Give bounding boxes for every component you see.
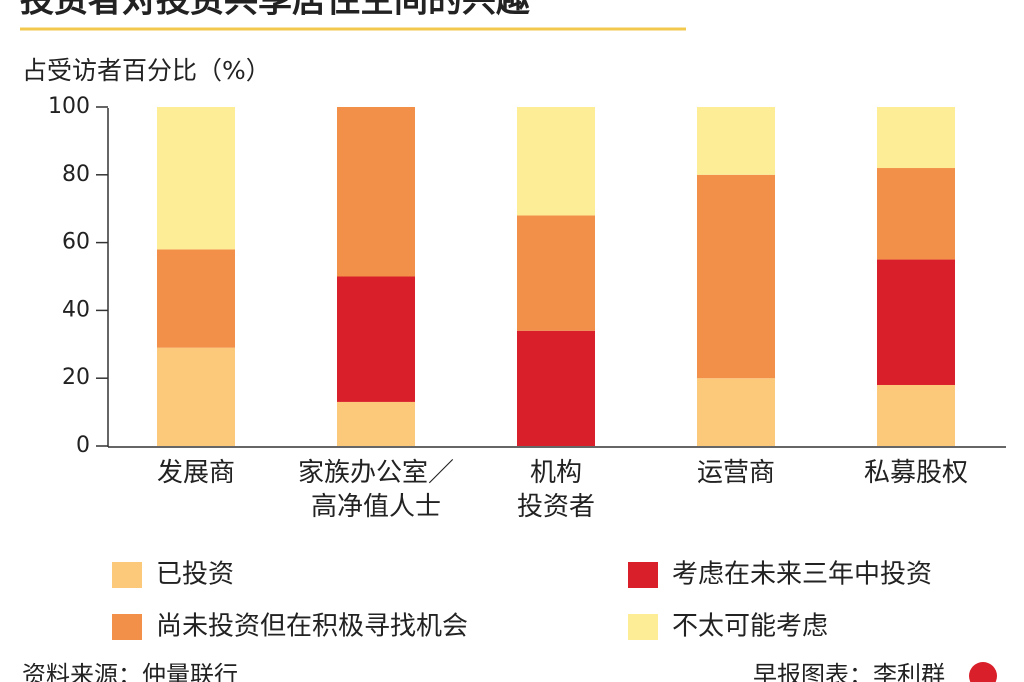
x-tick-label: 家族办公室／ 高净值人士	[297, 458, 454, 522]
legend-swatch	[628, 562, 658, 588]
bar-segment	[337, 276, 415, 402]
y-tick-label: 40	[62, 297, 90, 322]
logo	[969, 662, 997, 682]
y-tick-label: 0	[76, 433, 90, 458]
legend-label: 不太可能考虑	[672, 612, 828, 642]
y-axis-label: 占受访者百分比（%）	[22, 56, 271, 85]
bar-segment	[877, 107, 955, 169]
bar-segment	[517, 330, 595, 446]
legend-label: 已投资	[156, 560, 234, 590]
bar-segment	[877, 168, 955, 260]
chart-title: 投资者对投资共享居住空间的兴趣	[20, 0, 530, 21]
legend-swatch	[112, 562, 142, 588]
bar-segment	[877, 384, 955, 446]
y-tick-label: 100	[48, 94, 90, 119]
bar-segment	[697, 174, 775, 379]
bar-segment	[877, 259, 955, 385]
bar-segment	[697, 107, 775, 175]
legend-label: 尚未投资但在积极寻找机会	[156, 612, 468, 642]
bar-segment	[157, 107, 235, 250]
bar-segment	[157, 347, 235, 446]
bar-segment	[337, 107, 415, 277]
x-tick-label: 私募股权	[863, 458, 968, 488]
source: 资料来源：仲量联行	[22, 661, 238, 682]
bar-segment	[337, 401, 415, 446]
y-tick-label: 60	[62, 230, 90, 255]
y-tick-label: 80	[62, 162, 90, 187]
legend-swatch	[628, 614, 658, 640]
x-tick-label: 发展商	[156, 458, 235, 488]
credit: 早报图表：李利群	[753, 661, 945, 682]
x-tick-label: 机构 投资者	[516, 458, 595, 522]
x-tick-label: 运营商	[696, 458, 775, 488]
bar-segment	[517, 107, 595, 216]
legend-label: 考虑在未来三年中投资	[672, 560, 932, 590]
bar-segment	[697, 378, 775, 446]
y-tick-label: 20	[62, 365, 90, 390]
bar-segment	[157, 249, 235, 348]
bar-segment	[517, 215, 595, 331]
legend-swatch	[112, 614, 142, 640]
